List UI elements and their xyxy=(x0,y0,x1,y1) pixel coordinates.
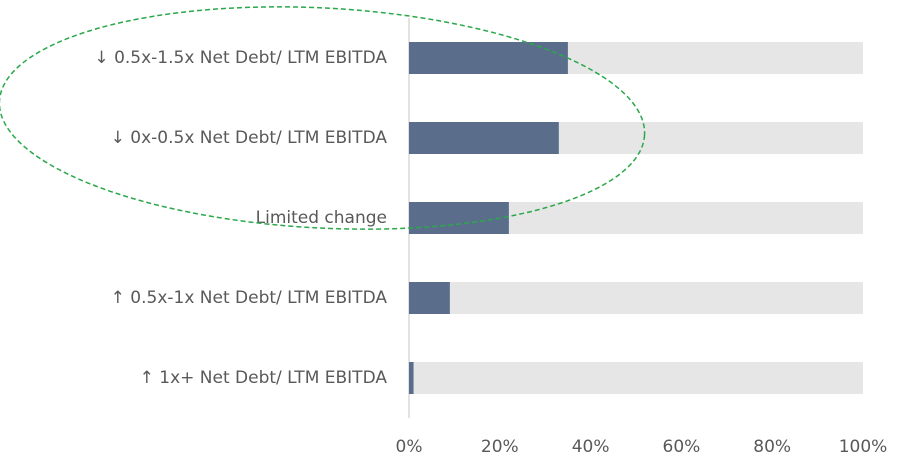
bar xyxy=(409,202,509,234)
bar xyxy=(409,362,414,394)
plot: 0% 20% 40% 60% 80% 100% ↓ 0.5x-1.5x Net Debt/ … xyxy=(94,42,887,457)
bar-track xyxy=(409,362,863,394)
x-tick-label: 100% xyxy=(839,437,888,457)
y-tick-label: ↑ 1x+ Net Debt/ LTM EBITDA xyxy=(140,368,388,388)
y-tick-label: ↓ 0.5x-1.5x Net Debt/ LTM EBITDA xyxy=(94,48,387,68)
highlight-ellipse xyxy=(0,6,646,230)
y-tick-label: ↑ 0.5x-1x Net Debt/ LTM EBITDA xyxy=(111,288,388,308)
bar-track xyxy=(409,282,863,314)
bar xyxy=(409,42,568,74)
y-tick-label: Limited change xyxy=(256,208,387,228)
x-tick-label: 40% xyxy=(572,437,610,457)
bar xyxy=(409,122,559,154)
x-tick-label: 60% xyxy=(663,437,701,457)
x-tick-label: 80% xyxy=(753,437,791,457)
bar xyxy=(409,282,450,314)
x-tick-label: 0% xyxy=(396,437,423,457)
y-tick-label: ↓ 0x-0.5x Net Debt/ LTM EBITDA xyxy=(111,128,388,148)
x-tick-label: 20% xyxy=(481,437,519,457)
